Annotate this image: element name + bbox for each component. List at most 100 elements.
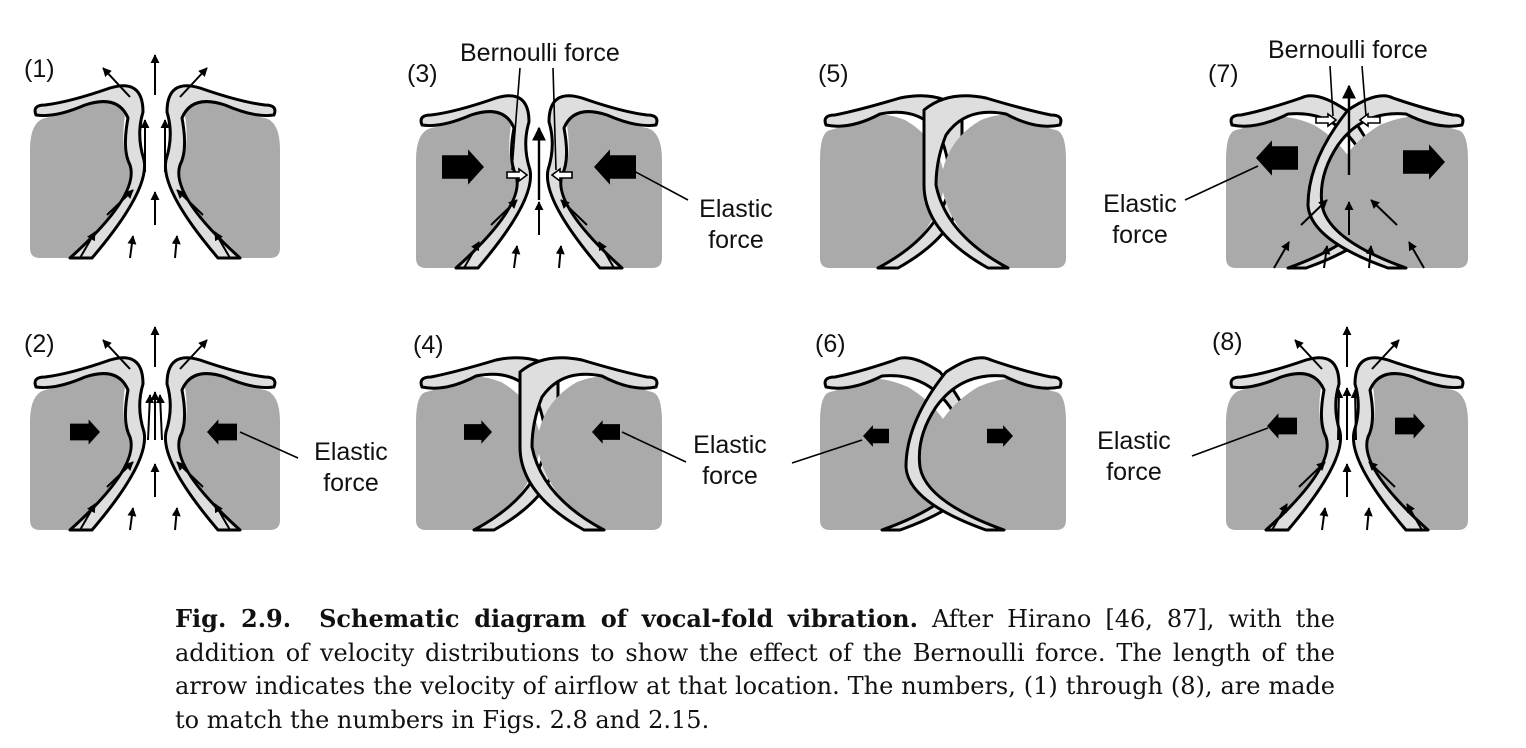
elastic-leader-line [791, 439, 863, 464]
elastic-force-arrow [1403, 144, 1445, 180]
elastic-label-4: Elastic [693, 431, 767, 459]
left-vocal-fold [28, 356, 147, 532]
panel-1 [28, 54, 282, 260]
right-vocal-fold [922, 94, 1068, 270]
airflow-arrow [1334, 389, 1344, 441]
elastic-force-arrow [594, 149, 636, 185]
bernoulli-force-arrow [550, 167, 573, 183]
elastic-label-2: Elastic [314, 438, 388, 466]
elastic-force-arrow [1395, 413, 1425, 439]
panel-7 [1184, 65, 1470, 270]
panel-label-6: (6) [815, 330, 846, 358]
panel-4 [414, 356, 687, 532]
panel-label-8: (8) [1212, 328, 1243, 356]
force-label-2: force [323, 469, 379, 497]
bernoulli-leader-line [1329, 65, 1334, 117]
elastic-leader-line [621, 431, 687, 463]
panels [28, 54, 1470, 532]
airflow-arrow [1408, 241, 1425, 269]
force-label-3: force [708, 226, 764, 254]
airflow-arrow [176, 461, 204, 488]
vocal-fold-figure: (1) (2) (3) (4) (5) (6) (7) (8) Bernoull… [24, 36, 1470, 532]
right-vocal-fold [1351, 356, 1470, 532]
airflow-arrow [1370, 199, 1398, 226]
panel-label-4: (4) [413, 331, 444, 359]
bernoulli-leader-line [1361, 65, 1367, 117]
airflow-arrow [79, 231, 96, 259]
elastic-leader-line [239, 431, 299, 459]
airflow-arrow [1271, 503, 1288, 531]
right-vocal-fold [163, 84, 282, 260]
airflow-arrow [214, 503, 231, 531]
airflow-arrow [171, 235, 181, 259]
airflow-arrow [1406, 503, 1423, 531]
airflow-arrow [127, 507, 137, 531]
airflow-arrow [145, 394, 155, 441]
right-vocal-fold [545, 94, 664, 270]
elastic-force-arrow [987, 425, 1013, 447]
elastic-force-arrow [207, 419, 237, 445]
airflow-arrow [1273, 241, 1290, 269]
elastic-force-arrow [863, 425, 889, 447]
airflow-arrow [214, 231, 231, 259]
panel-label-1: (1) [24, 55, 55, 83]
airflow-arrow [490, 199, 518, 226]
elastic-label-3: Elastic [699, 195, 773, 223]
airflow-arrow [102, 339, 131, 370]
bernoulli-leader-line [511, 67, 521, 171]
caption-body: After Hirano [46, 87], with the addition… [175, 605, 1335, 734]
airflow-arrow [1300, 199, 1328, 226]
airflow-arrow [171, 507, 181, 531]
elastic-label-8: Elastic [1097, 427, 1171, 455]
airflow-arrow [1368, 461, 1396, 488]
airflow-arrow [79, 503, 96, 531]
airflow-arrow [1319, 507, 1329, 531]
airflow-arrow [176, 189, 204, 216]
left-vocal-fold [1224, 356, 1343, 532]
figure-caption: Fig. 2.9. Schematic diagram of vocal-fol… [175, 602, 1335, 737]
caption-title: Schematic diagram of vocal-fold vibratio… [319, 604, 918, 633]
airflow-arrow [463, 241, 480, 269]
right-vocal-fold [518, 356, 664, 532]
airflow-arrow [106, 189, 134, 216]
bernoulli-force-arrow [506, 167, 529, 183]
airflow-arrow [127, 235, 137, 259]
airflow-arrow [106, 461, 134, 488]
elastic-force-arrow [1267, 413, 1297, 439]
airflow-arrow [511, 245, 521, 269]
elastic-force-arrow [70, 419, 100, 445]
panel-6 [791, 356, 1068, 532]
panel-8 [1191, 326, 1470, 532]
bernoulli-label-7: Bernoulli force [1268, 36, 1428, 64]
airflow-arrow [1321, 245, 1331, 269]
caption-fig-number: Fig. 2.9. [175, 604, 292, 633]
panel-label-2: (2) [24, 330, 55, 358]
airflow-arrow [102, 67, 131, 98]
left-vocal-fold [414, 94, 533, 270]
bernoulli-force-arrow [1315, 112, 1338, 128]
right-vocal-fold [163, 356, 282, 532]
elastic-leader-line [631, 169, 689, 201]
airflow-arrow [1371, 339, 1400, 370]
force-label-8: force [1106, 458, 1162, 486]
panel-5 [818, 94, 1068, 270]
panel-2 [28, 326, 299, 532]
elastic-leader-line [1184, 165, 1259, 201]
airflow-arrow [1365, 245, 1375, 269]
elastic-leader-line [1191, 427, 1269, 457]
airflow-arrow [555, 245, 565, 269]
panel-label-7: (7) [1208, 60, 1239, 88]
panel-3 [414, 67, 689, 270]
airflow-arrow [1363, 507, 1373, 531]
elastic-force-arrow [592, 420, 620, 444]
elastic-force-arrow [442, 149, 484, 185]
elastic-force-arrow [464, 420, 492, 444]
bernoulli-leader-line [552, 67, 557, 171]
airflow-arrow [1294, 339, 1323, 370]
panel-label-5: (5) [818, 60, 849, 88]
elastic-label-7: Elastic [1103, 190, 1177, 218]
force-label-4: force [702, 462, 758, 490]
airflow-arrow [155, 394, 165, 441]
airflow-arrow [1350, 389, 1360, 441]
elastic-force-arrow [1256, 140, 1298, 176]
